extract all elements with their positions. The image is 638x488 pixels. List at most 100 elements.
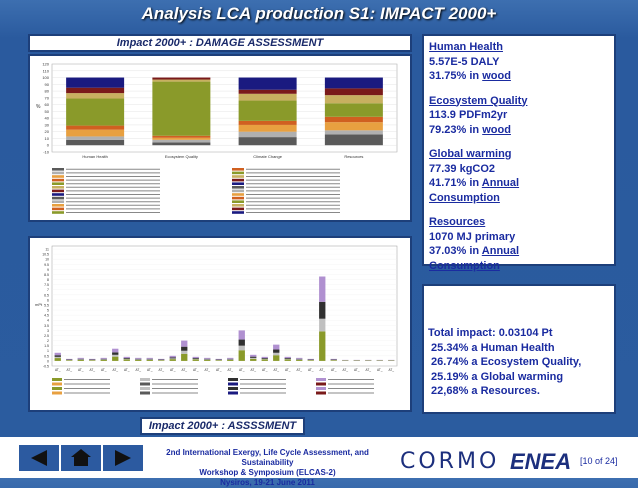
ecosystem-heading: Ecosystem Quality (429, 94, 614, 109)
bar-segment (250, 359, 256, 361)
legend-swatch (228, 387, 238, 390)
x-tick-label: AT_ (135, 368, 141, 372)
x-tick-label: AT_ (66, 368, 72, 372)
x-tick-label: AT_ (227, 368, 233, 372)
x-tick-label: Climate Change (253, 154, 282, 159)
bar-segment (319, 277, 325, 302)
y-axis-label: mPt (35, 302, 43, 307)
legend-swatch (140, 378, 150, 381)
bar-segment (239, 346, 245, 351)
y-tick-label: 7.5 (44, 283, 49, 287)
total-hh-line: 25.34% a Human Health (428, 341, 614, 356)
bar-segment (135, 358, 141, 359)
y-tick-label: 6 (47, 298, 49, 302)
legend-swatch (52, 190, 64, 193)
x-tick-label: AT_ (124, 368, 130, 372)
bar-segment (285, 359, 291, 360)
bar-segment (250, 357, 256, 358)
legend-swatch (228, 378, 238, 381)
y-axis-label: % (36, 104, 41, 110)
legend-swatch (52, 172, 64, 175)
bar-segment (285, 359, 291, 360)
legend-swatch (232, 172, 244, 175)
bar-segment (296, 358, 302, 359)
bar-segment (66, 99, 124, 126)
bar-segment (124, 359, 130, 360)
bar-segment (239, 94, 297, 101)
bar-segment (216, 359, 222, 360)
bar-segment (170, 359, 176, 361)
bar-segment (239, 78, 297, 90)
slide-title: Analysis LCA production S1: IMPACT 2000+ (0, 4, 638, 24)
ecosystem-value: 113.9 PDFm2yr (429, 108, 614, 123)
x-tick-label: AT_ (273, 368, 279, 372)
y-tick-label: 60 (45, 102, 50, 107)
legend-swatch (232, 175, 244, 178)
bar-segment (78, 358, 84, 359)
bar-segment (216, 360, 222, 361)
x-tick-label: AT_ (147, 368, 153, 372)
legend-swatch (52, 179, 64, 182)
nav-first-button[interactable] (18, 444, 60, 472)
bar-segment (124, 357, 130, 358)
nav-next-button[interactable] (102, 444, 144, 472)
bar-segment (250, 358, 256, 359)
bar-segment (112, 355, 118, 357)
bar-segment (296, 360, 302, 361)
y-tick-label: 110 (43, 68, 50, 73)
total-impact-panel: Total impact: 0.03104 Pt 25.34% a Human … (422, 284, 616, 414)
x-tick-label: AT_ (181, 368, 187, 372)
y-tick-label: 70 (45, 95, 50, 100)
bar-segment (152, 80, 210, 82)
x-tick-label: AT_ (285, 368, 291, 372)
bar-segment (239, 101, 297, 121)
bar-segment (325, 95, 383, 103)
nav-home-button[interactable] (60, 444, 102, 472)
bar-segment (135, 360, 141, 361)
y-tick-label: 40 (45, 116, 50, 121)
bar-segment (147, 359, 153, 360)
y-tick-label: 5 (47, 309, 49, 313)
y-tick-label: -10 (43, 150, 50, 155)
y-tick-label: 80 (45, 89, 50, 94)
x-tick-label: AT_ (204, 368, 210, 372)
bar-segment (158, 359, 164, 360)
x-tick-label: AT_ (354, 368, 360, 372)
y-tick-label: 2.5 (44, 334, 49, 338)
human-health-value: 5.57E-5 DALY (429, 55, 614, 70)
bar-segment (170, 357, 176, 358)
bar-segment (55, 353, 61, 355)
y-tick-label: 8 (47, 278, 49, 282)
bar-segment (239, 121, 297, 125)
bar-segment (181, 347, 187, 351)
y-tick-label: 9 (47, 268, 49, 272)
bar-segment (285, 357, 291, 358)
bar-segment (239, 125, 297, 132)
resources-pct: 37.03% in Annual Consumption (429, 244, 539, 273)
bar-segment (273, 345, 279, 350)
bar-segment (325, 134, 383, 145)
human-health-pct: 31.75% in wood (429, 69, 614, 84)
legend-swatch (316, 383, 326, 386)
y-tick-label: 5.5 (44, 303, 49, 307)
bar-segment (55, 357, 61, 358)
enea-logo: ENEA (510, 449, 571, 475)
bar-segment (152, 78, 210, 80)
bar-segment (325, 117, 383, 122)
ecosystem-block: Ecosystem Quality 113.9 PDFm2yr 79.23% i… (429, 94, 614, 138)
x-tick-label: AT_ (55, 368, 61, 372)
x-tick-label: AT_ (377, 368, 383, 372)
bar-segment (193, 357, 199, 358)
bar-segment (152, 140, 210, 143)
legend-swatch (228, 392, 238, 395)
bar-segment (152, 82, 210, 136)
bar-segment (319, 302, 325, 319)
resources-heading: Resources (429, 215, 614, 230)
bar-segment (112, 357, 118, 361)
bar-segment (55, 358, 61, 361)
legend-swatch (232, 186, 244, 189)
total-eq-line: 26.74% a Ecosystem Quality, (428, 355, 614, 370)
x-tick-label: AT_ (331, 368, 337, 372)
y-tick-label: 7 (47, 288, 49, 292)
